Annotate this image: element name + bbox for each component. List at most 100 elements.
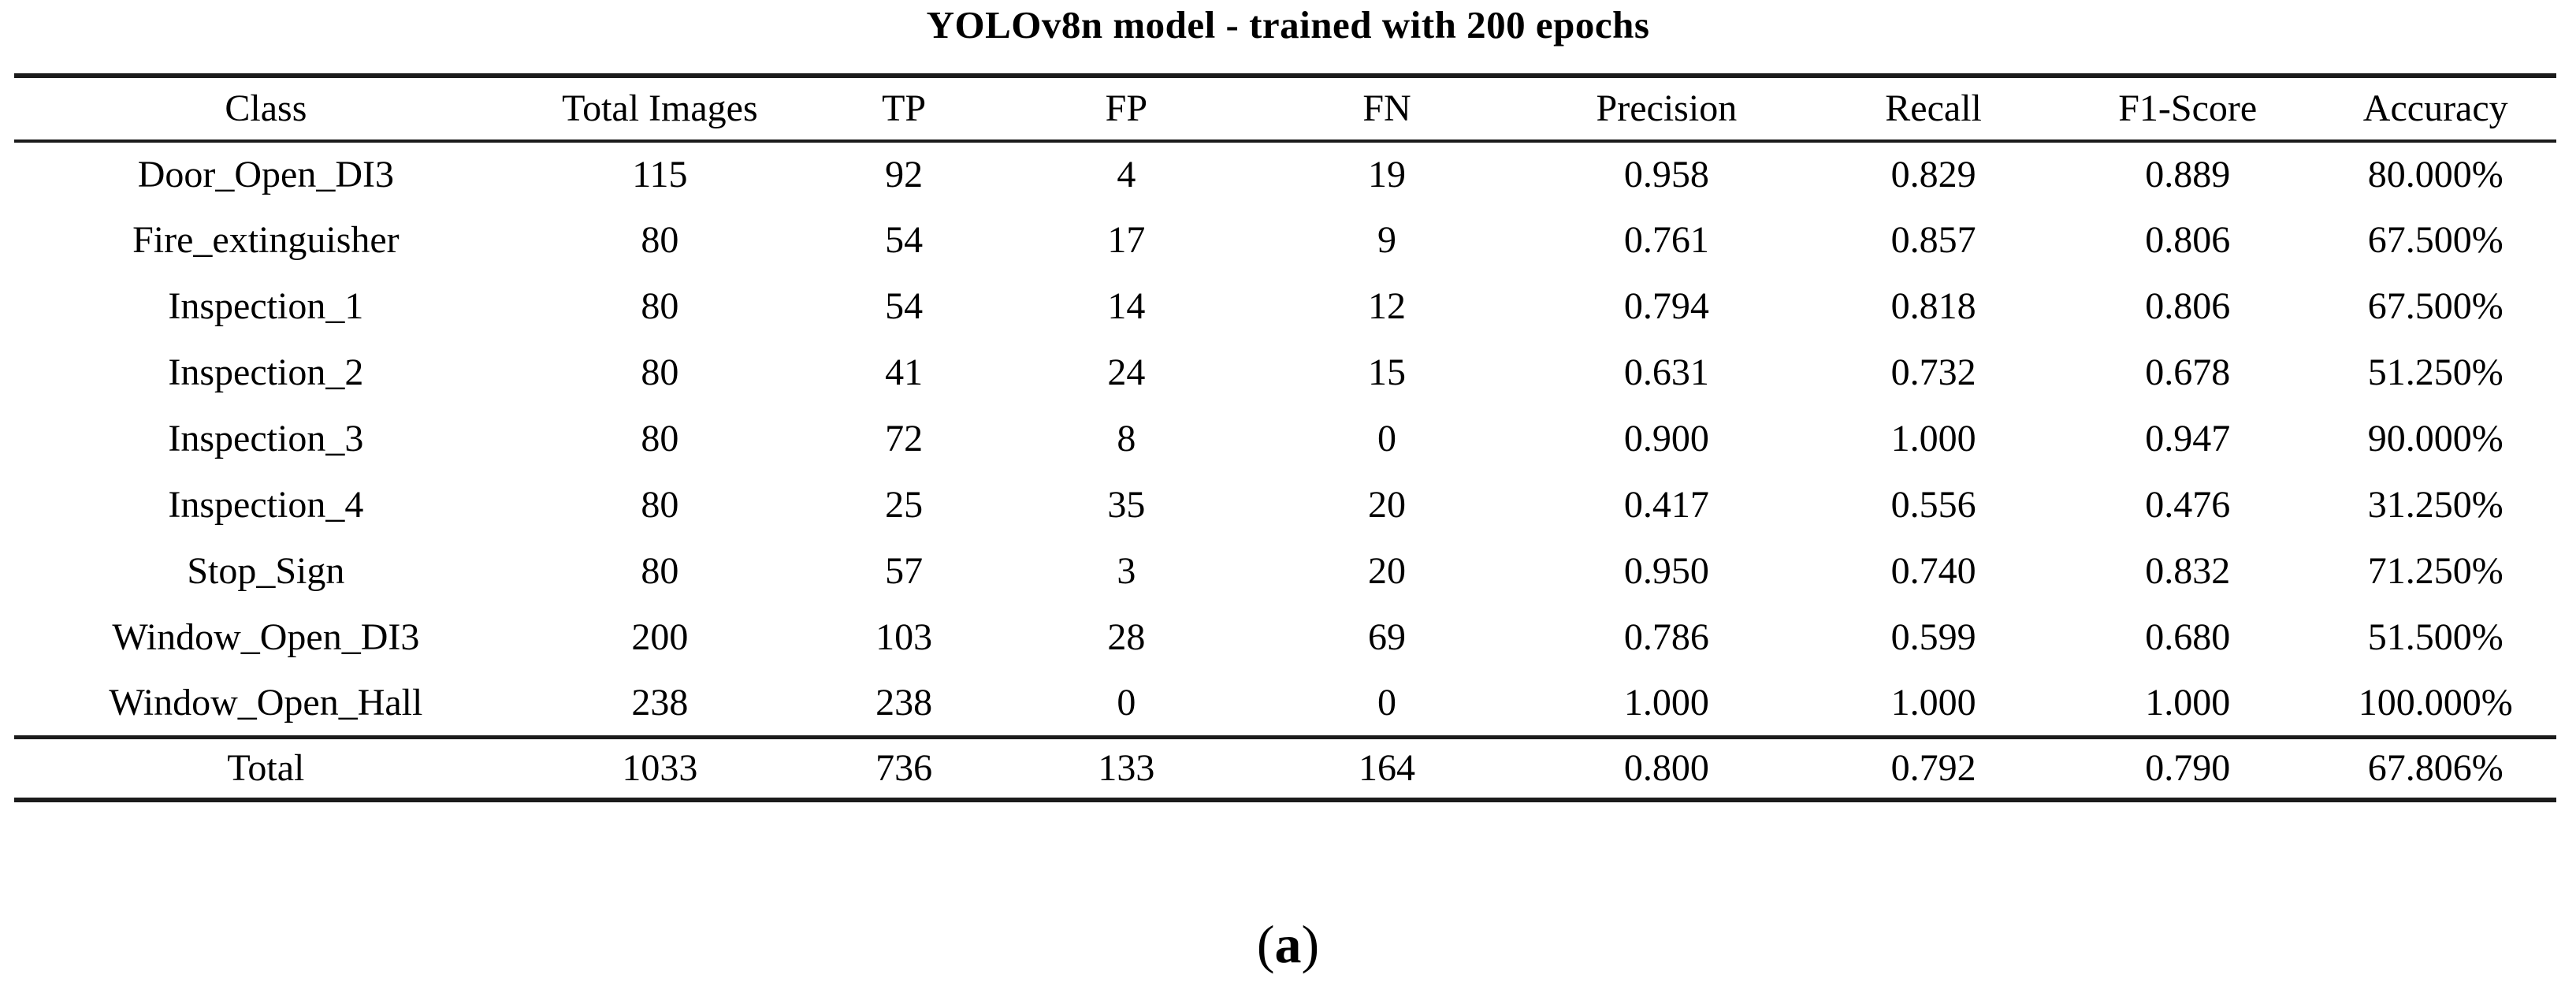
cell-tp: 57 — [885, 550, 924, 592]
cell-recall: 0.829 — [1890, 154, 1976, 195]
subfigure-label-letter: a — [1274, 914, 1302, 974]
cell-accuracy: 67.500% — [2367, 285, 2504, 327]
table-row: Door_Open_DI3 115 92 4 19 0.958 0.829 0.… — [14, 141, 2556, 207]
cell-tp: 103 — [875, 616, 933, 658]
total-cell-precision: 0.800 — [1526, 735, 1807, 800]
cell-fp: 4 — [1117, 154, 1136, 195]
total-cell-total-images: 1033 — [517, 735, 803, 800]
cell-precision: 0.900 — [1623, 418, 1709, 459]
cell-fp: 0 — [1117, 681, 1136, 723]
results-table: Class Total Images TP FP FN Precision Re… — [14, 73, 2556, 802]
cell-fp: 24 — [1107, 351, 1146, 393]
cell-total-images: 80 — [641, 418, 679, 459]
cell-class: Stop_Sign — [187, 550, 345, 592]
cell-precision: 0.417 — [1623, 484, 1709, 526]
cell-accuracy: 80.000% — [2367, 154, 2504, 195]
cell-fp: 8 — [1117, 418, 1136, 459]
cell-tp: 72 — [885, 418, 924, 459]
total-cell-fn: 164 — [1247, 735, 1527, 800]
table-row: Fire_extinguisher 80 54 17 9 0.761 0.857… — [14, 207, 2556, 273]
cell-accuracy: 51.250% — [2367, 351, 2504, 393]
cell-total-images: 80 — [641, 484, 679, 526]
cell-f1-score: 0.476 — [2145, 484, 2231, 526]
cell-fp: 14 — [1107, 285, 1146, 327]
cell-precision: 1.000 — [1623, 681, 1709, 723]
subfigure-label-close-paren: ) — [1301, 914, 1320, 974]
cell-precision: 0.958 — [1623, 154, 1709, 195]
cell-recall: 0.599 — [1890, 616, 1976, 658]
cell-total-images: 200 — [631, 616, 689, 658]
cell-class: Window_Open_DI3 — [112, 616, 420, 658]
table-row: Window_Open_DI3 200 103 28 69 0.786 0.59… — [14, 604, 2556, 671]
cell-fn: 19 — [1368, 154, 1406, 195]
column-header-total-images: Total Images — [517, 76, 803, 143]
cell-tp: 238 — [875, 681, 933, 723]
total-cell-tp: 736 — [802, 735, 1006, 800]
cell-total-images: 115 — [632, 154, 688, 195]
table-title: YOLOv8n model - trained with 200 epochs — [926, 3, 1650, 46]
column-header-recall: Recall — [1806, 76, 2061, 143]
cell-fn: 9 — [1377, 219, 1396, 261]
column-header-accuracy: Accuracy — [2314, 76, 2556, 143]
cell-fn: 20 — [1368, 484, 1406, 526]
cell-f1-score: 0.806 — [2145, 285, 2231, 327]
cell-f1-score: 0.947 — [2145, 418, 2231, 459]
total-cell-accuracy: 67.806% — [2314, 735, 2556, 800]
cell-recall: 1.000 — [1890, 681, 1976, 723]
cell-precision: 0.631 — [1623, 351, 1709, 393]
cell-f1-score: 0.806 — [2145, 219, 2231, 261]
cell-fn: 0 — [1377, 418, 1396, 459]
total-cell-f1-score: 0.790 — [2060, 735, 2315, 800]
cell-total-images: 80 — [641, 550, 679, 592]
cell-accuracy: 100.000% — [2358, 681, 2513, 723]
cell-class: Inspection_2 — [168, 351, 364, 393]
cell-f1-score: 0.678 — [2145, 351, 2231, 393]
column-header-tp: TP — [802, 76, 1006, 143]
table-row: Inspection_4 80 25 35 20 0.417 0.556 0.4… — [14, 472, 2556, 538]
column-header-class: Class — [14, 76, 518, 143]
cell-total-images: 80 — [641, 351, 679, 393]
cell-tp: 41 — [885, 351, 924, 393]
table-row: Window_Open_Hall 238 238 0 0 1.000 1.000… — [14, 671, 2556, 737]
cell-accuracy: 67.500% — [2367, 219, 2504, 261]
cell-fn: 15 — [1368, 351, 1406, 393]
cell-f1-score: 0.889 — [2145, 154, 2231, 195]
cell-total-images: 80 — [641, 219, 679, 261]
cell-recall: 0.732 — [1890, 351, 1976, 393]
cell-fn: 0 — [1377, 681, 1396, 723]
cell-fn: 20 — [1368, 550, 1406, 592]
total-row: Total 1033 736 133 164 0.800 0.792 0.790… — [14, 735, 2556, 800]
cell-fn: 12 — [1368, 285, 1406, 327]
cell-recall: 0.818 — [1890, 285, 1976, 327]
total-cell-class: Total — [14, 735, 518, 800]
cell-fn: 69 — [1368, 616, 1406, 658]
total-cell-recall: 0.792 — [1806, 735, 2061, 800]
cell-f1-score: 0.680 — [2145, 616, 2231, 658]
cell-fp: 17 — [1107, 219, 1146, 261]
cell-f1-score: 0.832 — [2145, 550, 2231, 592]
table-row: Inspection_2 80 41 24 15 0.631 0.732 0.6… — [14, 340, 2556, 406]
cell-accuracy: 31.250% — [2367, 484, 2504, 526]
cell-tp: 54 — [885, 285, 924, 327]
cell-class: Inspection_1 — [168, 285, 364, 327]
cell-tp: 25 — [885, 484, 924, 526]
subfigure-label: (a) — [0, 913, 2576, 977]
cell-tp: 54 — [885, 219, 924, 261]
cell-recall: 0.556 — [1890, 484, 1976, 526]
column-header-fp: FP — [1005, 76, 1247, 143]
cell-recall: 1.000 — [1890, 418, 1976, 459]
cell-fp: 28 — [1107, 616, 1146, 658]
column-header-f1-score: F1-Score — [2060, 76, 2315, 143]
cell-precision: 0.950 — [1623, 550, 1709, 592]
cell-accuracy: 71.250% — [2367, 550, 2504, 592]
cell-accuracy: 51.500% — [2367, 616, 2504, 658]
table-row: Inspection_1 80 54 14 12 0.794 0.818 0.8… — [14, 273, 2556, 340]
cell-accuracy: 90.000% — [2367, 418, 2504, 459]
cell-class: Fire_extinguisher — [132, 219, 400, 261]
cell-class: Door_Open_DI3 — [137, 154, 394, 195]
cell-recall: 0.857 — [1890, 219, 1976, 261]
cell-recall: 0.740 — [1890, 550, 1976, 592]
subfigure-label-open-paren: ( — [1256, 914, 1275, 974]
cell-precision: 0.761 — [1623, 219, 1709, 261]
